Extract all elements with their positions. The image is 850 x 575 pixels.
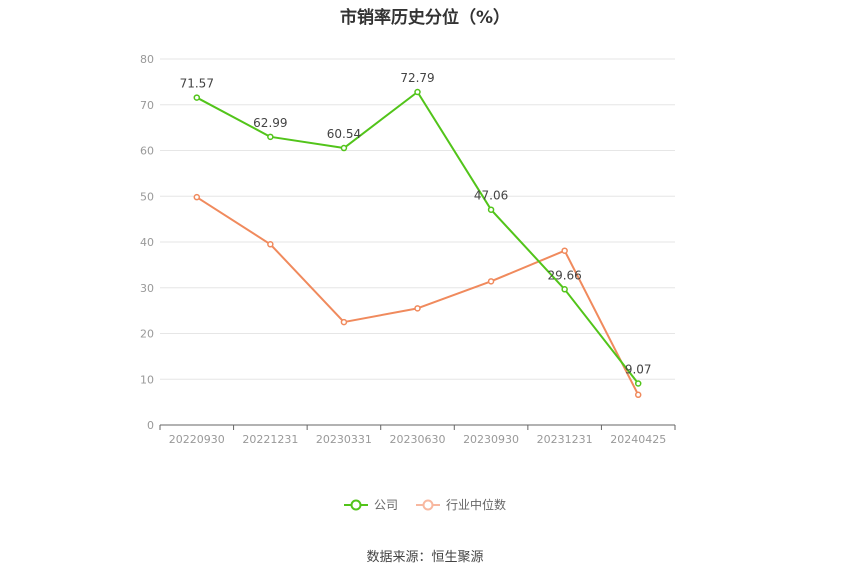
data-label-20220930: 71.57 xyxy=(180,77,214,91)
x-tick-label-20230331: 20230331 xyxy=(316,433,372,446)
x-tick-label-20231231: 20231231 xyxy=(537,433,593,446)
y-tick-label-50: 50 xyxy=(140,190,154,203)
series-0-point-20230331 xyxy=(340,144,348,152)
data-label-20231231: 29.66 xyxy=(547,268,581,282)
data-label-20230630: 72.79 xyxy=(400,71,434,85)
legend-label-industry-median: 行业中位数 xyxy=(446,498,507,512)
x-tick-label-20240425: 20240425 xyxy=(610,433,666,446)
series-0-point-20220930 xyxy=(193,94,201,101)
series-0-point-20231231 xyxy=(561,286,568,293)
series-1-point-20231231 xyxy=(561,247,568,254)
legend: 公司 行业中位数 xyxy=(0,496,850,513)
legend-industry-marker-icon xyxy=(416,499,440,510)
series-1-point-20230331 xyxy=(340,318,348,326)
series-0-point-20230630 xyxy=(414,88,421,96)
x-tick-label-20230930: 20230930 xyxy=(463,433,519,446)
series-1-point-20240425 xyxy=(634,391,642,399)
y-tick-label-40: 40 xyxy=(140,236,154,249)
x-tick-label-20221231: 20221231 xyxy=(242,433,298,446)
grid-lines xyxy=(160,58,675,380)
y-tick-label-10: 10 xyxy=(140,373,154,386)
y-tick-label-80: 80 xyxy=(140,53,154,66)
legend-item-company[interactable]: 公司 xyxy=(343,496,398,513)
axes: 0 10 20 30 40 50 60 70 80 20220930 20221231 2023033… xyxy=(140,53,676,446)
y-tick-label-20: 20 xyxy=(140,328,154,341)
series-lines xyxy=(193,88,642,399)
y-tick-label-60: 60 xyxy=(140,145,154,158)
series-line-1 xyxy=(196,196,640,396)
data-label-20240425: 9.07 xyxy=(625,363,652,377)
series-0-point-20230930 xyxy=(487,206,495,213)
series-1-point-20221231 xyxy=(267,241,274,248)
series-line-0 xyxy=(196,90,640,385)
y-tick-label-30: 30 xyxy=(140,282,154,295)
series-1-point-20230630 xyxy=(414,305,421,312)
y-tick-label-70: 70 xyxy=(140,99,154,112)
data-labels: 71.57 62.99 60.54 72.79 47.06 29.66 9.07 xyxy=(180,71,652,377)
x-tick-label-20230630: 20230630 xyxy=(390,433,446,446)
y-tick-label-0: 0 xyxy=(147,419,154,432)
series-1-point-20220930 xyxy=(193,193,201,201)
series-0-point-20240425 xyxy=(634,380,642,387)
chart-title: 市销率历史分位（%） xyxy=(339,8,511,28)
series-0-point-20221231 xyxy=(267,133,274,141)
legend-company-marker-icon xyxy=(343,499,368,510)
source-note: 数据来源：恒生聚源 xyxy=(366,550,484,565)
series-1-point-20230930 xyxy=(487,278,495,285)
data-label-20230331: 60.54 xyxy=(327,127,361,141)
legend-item-industry-median[interactable]: 行业中位数 xyxy=(416,496,506,513)
x-tick-label-20220930: 20220930 xyxy=(169,433,225,446)
legend-label-company: 公司 xyxy=(373,498,398,512)
data-label-20221231: 62.99 xyxy=(253,116,287,130)
data-label-20230930: 47.06 xyxy=(474,189,508,203)
